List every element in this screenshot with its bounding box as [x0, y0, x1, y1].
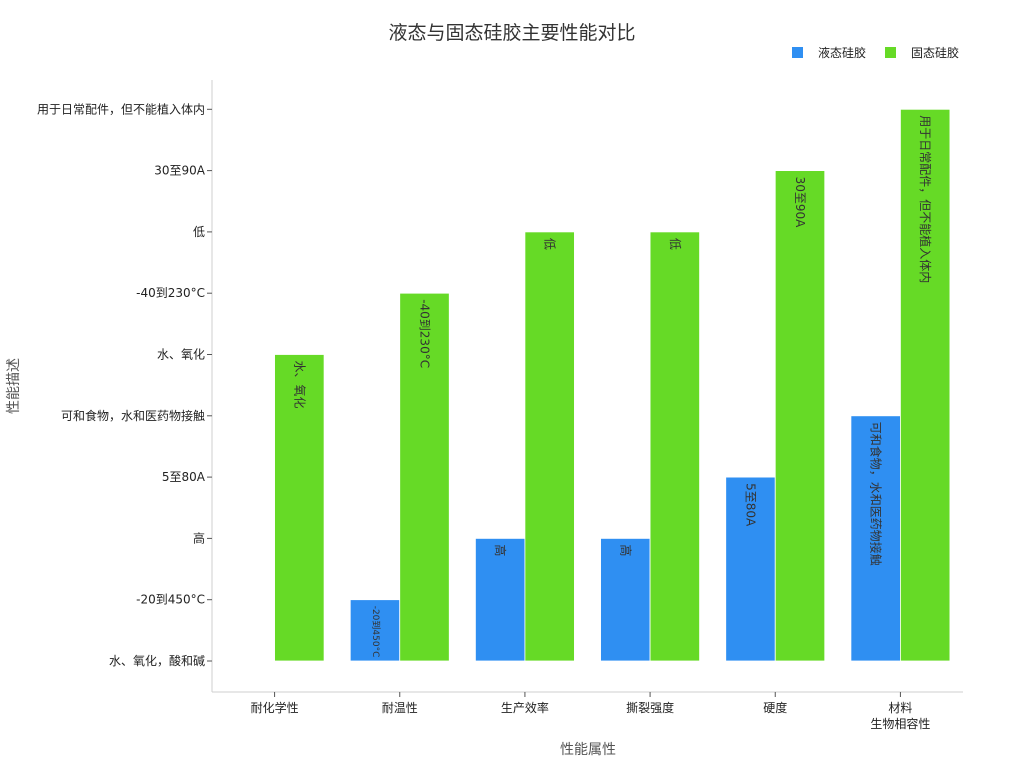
bar [399, 292, 450, 662]
bar-label: 可和食物，水和医药物接触 [869, 422, 884, 566]
bar-label: -20到450°C [370, 606, 382, 658]
y-tick-label: 用于日常配件，但不能植入体内 [37, 101, 205, 116]
y-tick-label: 5至80A [162, 470, 206, 484]
y-tick-label: -20到450°C [136, 593, 205, 607]
bar [524, 231, 575, 662]
bar-label: 用于日常配件，但不能植入体内 [918, 115, 933, 283]
x-axis-ticks: 耐化学性 耐温性 生产效率 撕裂强度 硬度 材料生物相容性 [251, 692, 930, 731]
y-tick-label: 水、氧化，酸和碱 [109, 653, 205, 668]
bar-label: 低 [543, 238, 557, 250]
legend-swatch [885, 47, 896, 58]
bar [475, 538, 526, 662]
bar [725, 476, 776, 662]
legend: 液态硅胶 固态硅胶 [792, 45, 959, 60]
bar-label: 低 [668, 238, 682, 250]
legend-swatch [792, 47, 803, 58]
y-tick-label: 30至90A [154, 164, 206, 178]
y-tick-label: 水、氧化 [157, 348, 205, 362]
x-tick-label: 耐化学性 [251, 700, 299, 715]
y-tick-label: 高 [193, 530, 205, 545]
x-tick-label: 硬度 [763, 700, 787, 715]
bar-label: 30至90A [793, 177, 807, 229]
y-tick-label: 可和食物，水和医药物接触 [61, 408, 205, 423]
x-axis-title: 性能属性 [560, 742, 616, 758]
y-tick-label: 低 [193, 225, 205, 239]
y-axis-ticks: 水、氧化，酸和碱 -20到450°C 高 5至80A 可和食物，水和医药物接触 水、氧化 -… [37, 101, 212, 668]
bars: -20到450°C 高 高 5至80A 可和食物，水和医药物接触 水、氧化 -40到230°… [274, 108, 951, 662]
bar [774, 170, 826, 662]
bar-label: 高 [618, 544, 633, 556]
bar-label: -40到230°C [418, 299, 432, 368]
y-tick-label: -40到230°C [136, 286, 205, 300]
bar [349, 599, 401, 662]
legend-label: 固态硅胶 [911, 45, 959, 60]
legend-label: 液态硅胶 [818, 45, 866, 60]
bar [900, 108, 951, 662]
x-tick-label: 撕裂强度 [626, 700, 674, 715]
x-tick-label: 耐温性 [382, 701, 418, 715]
bar-label: 水、氧化 [292, 361, 306, 409]
bar [850, 415, 901, 662]
chart-title: 液态与固态硅胶主要性能对比 [388, 22, 635, 44]
x-tick-label: 材料生物相容性 [870, 701, 930, 731]
y-axis-title: 性能描述 [6, 358, 22, 414]
bar [274, 354, 325, 662]
bar [649, 231, 700, 662]
axes [211, 80, 963, 693]
bar-label: 5至80A [744, 483, 758, 527]
bar [600, 538, 651, 662]
bar-label: 高 [493, 544, 508, 556]
x-tick-label: 生产效率 [501, 700, 549, 715]
